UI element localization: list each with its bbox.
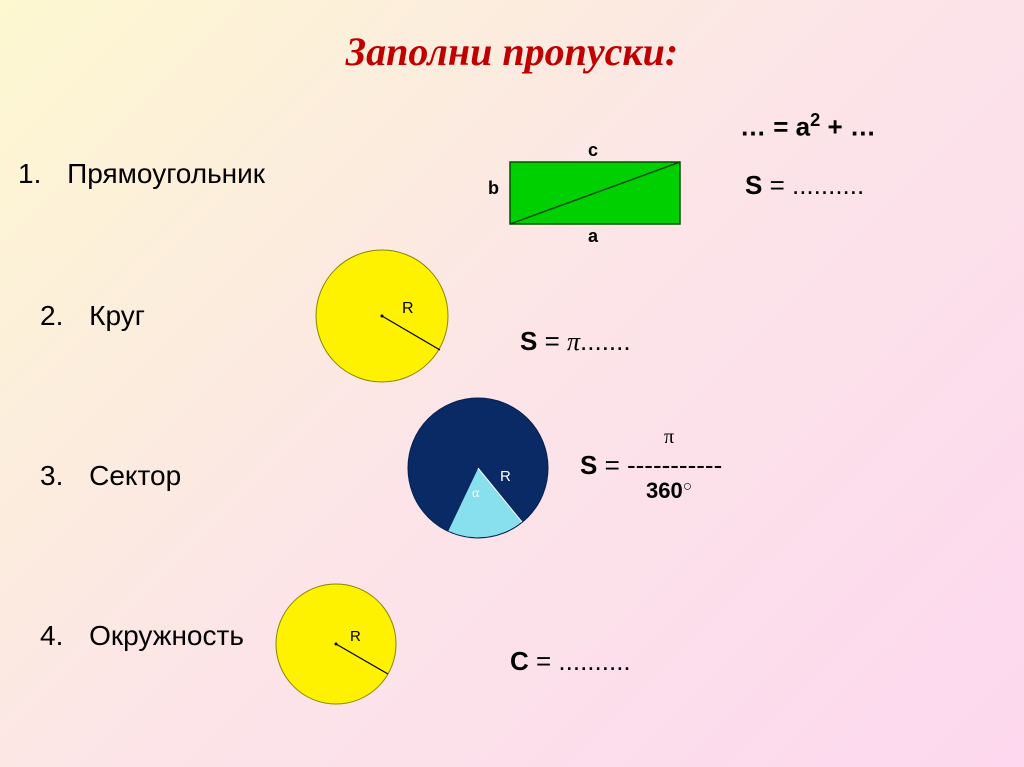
num-3: 3. [40, 460, 63, 491]
circumference-label-r: R [350, 628, 361, 645]
num-4: 4. [40, 620, 63, 651]
sector-shape: R α [400, 390, 560, 555]
label-3: Сектор [89, 460, 181, 491]
sector-label-r: R [500, 468, 511, 485]
rect-label-c: c [588, 140, 598, 161]
circle-label-r: R [402, 300, 414, 318]
item-label-1: 1. Прямоугольник [18, 158, 265, 190]
label-2: Круг [89, 300, 145, 331]
formula-circumference: C = .......... [510, 646, 631, 677]
label-4: Окружность [89, 620, 244, 651]
formula-rect-2: S = .......... [745, 170, 864, 201]
num-2: 2. [40, 300, 63, 331]
item-label-3: 3. Сектор [40, 460, 181, 492]
item-label-4: 4. Окружность [40, 620, 244, 652]
rect-label-b: b [488, 178, 499, 199]
circle-shape: R [310, 246, 460, 401]
circumference-shape: R [270, 580, 410, 725]
num-1: 1. [18, 158, 41, 189]
sector-label-alpha: α [472, 486, 479, 502]
page-title: Заполни пропуски: [0, 0, 1024, 75]
item-label-2: 2. Круг [40, 300, 145, 332]
rectangle-shape: c b a [490, 142, 700, 257]
rect-label-a: a [588, 226, 598, 247]
formula-circle: S = π....... [520, 326, 631, 357]
label-1: Прямоугольник [67, 158, 265, 189]
formula-rect-1: … = a2 + … [740, 110, 876, 143]
